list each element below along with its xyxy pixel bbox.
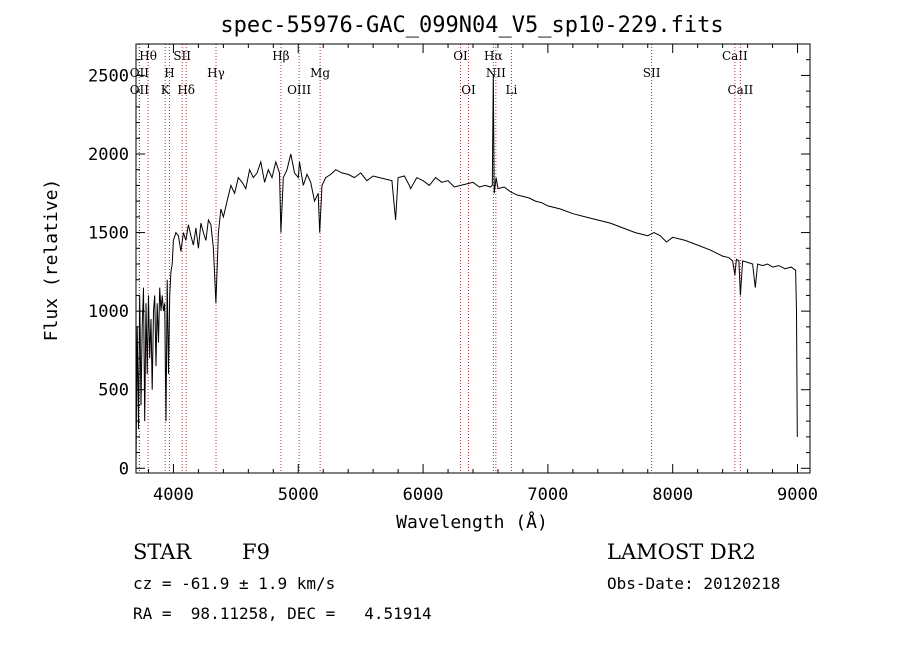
spectrum-chart: spec-55976-GAC_099N04_V5_sp10-229.fits H… <box>41 13 818 533</box>
x-tick-label: 9000 <box>777 485 818 505</box>
object-subclass: F9 <box>242 540 270 564</box>
y-tick-label: 2500 <box>88 66 129 86</box>
observation-date: Obs-Date: 20120218 <box>607 574 781 593</box>
spectral-line-label-2: OII <box>130 83 150 97</box>
spectral-line-label-3: H <box>164 66 174 80</box>
spectral-line-label-0: Hθ <box>139 49 157 63</box>
redshift-info: cz = -61.9 ± 1.9 km/s <box>133 574 336 593</box>
x-tick-label: 4000 <box>153 485 194 505</box>
spectral-line-label-14: NII <box>486 66 506 80</box>
spectral-line-label-18: CaII <box>727 83 753 97</box>
spectral-line-label-13: Hα <box>484 49 503 63</box>
spectral-line-label-5: SII <box>173 49 191 63</box>
spectral-line-label-1: OII <box>130 66 150 80</box>
y-tick-label: 1500 <box>88 224 129 244</box>
x-tick-label: 6000 <box>403 485 444 505</box>
spectral-line-label-6: Hδ <box>177 83 195 97</box>
object-type: STAR <box>133 540 192 564</box>
y-tick-label: 2000 <box>88 145 129 165</box>
spectral-line-label-11: OI <box>453 49 468 63</box>
x-tick-label: 8000 <box>652 485 693 505</box>
spectral-line-label-4: K <box>161 83 171 97</box>
x-tick-label: 5000 <box>278 485 319 505</box>
spectral-line-label-17: CaII <box>722 49 748 63</box>
spectral-line-label-10: Mg <box>310 66 330 80</box>
spectral-line-label-8: Hβ <box>272 49 289 63</box>
spectral-line-label-9: OIII <box>287 83 311 97</box>
y-tick-label: 1000 <box>88 302 129 322</box>
x-axis-label: Wavelength (Å) <box>396 511 548 533</box>
y-tick-label: 0 <box>119 459 129 479</box>
spectral-line-label-15: Li <box>506 83 518 97</box>
survey-name: LAMOST DR2 <box>607 540 756 564</box>
spectral-line-label-7: Hγ <box>207 66 225 80</box>
y-tick-label: 500 <box>98 381 129 401</box>
x-tick-label: 7000 <box>527 485 568 505</box>
spectral-line-label-16: SII <box>643 66 661 80</box>
chart-title: spec-55976-GAC_099N04_V5_sp10-229.fits <box>220 13 723 38</box>
plot-frame <box>135 43 811 474</box>
coordinates: RA = 98.11258, DEC = 4.51914 <box>133 604 432 623</box>
y-axis-label: Flux (relative) <box>41 179 62 342</box>
flux-series-line <box>135 75 798 469</box>
spectral-line-label-12: OI <box>461 83 476 97</box>
axis-ticks: 4000 5000 6000 7000 8000 9000 0 500 1000 1500 2000… <box>88 44 818 505</box>
